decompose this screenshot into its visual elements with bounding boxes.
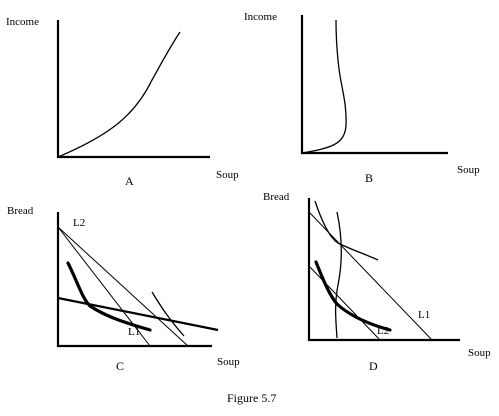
panel-a-xlabel: Soup bbox=[216, 169, 239, 181]
panel-d-ylabel: Bread bbox=[263, 191, 290, 203]
panel-d-indifference-curve-2 bbox=[314, 200, 379, 261]
panel-c-ylabel: Bread bbox=[7, 205, 34, 217]
panel-a-axes bbox=[56, 20, 210, 159]
panel-d: Bread L2 L1 Soup D bbox=[263, 191, 491, 373]
panel-d-axes bbox=[307, 198, 460, 342]
panel-a: Income Soup A bbox=[6, 16, 239, 188]
panel-b-xlabel: Soup bbox=[457, 164, 480, 176]
panel-d-indifference-curve-1 bbox=[314, 260, 392, 332]
panel-d-letter: D bbox=[369, 359, 378, 373]
panel-b-letter: B bbox=[365, 171, 373, 185]
panel-b: Income Soup B bbox=[244, 11, 480, 185]
panel-a-income-curve bbox=[57, 31, 181, 158]
panel-b-ylabel: Income bbox=[244, 11, 277, 23]
panel-d-label-l2: L2 bbox=[377, 325, 389, 337]
panel-c-price-consumption-line bbox=[57, 296, 219, 332]
panel-d-xlabel: Soup bbox=[468, 347, 491, 359]
panel-c-budget-line-l2 bbox=[57, 226, 189, 347]
panel-d-budget-line-l2 bbox=[308, 265, 381, 341]
panel-c-letter: C bbox=[116, 359, 124, 373]
figure-caption: Figure 5.7 bbox=[227, 391, 276, 405]
panel-c: Bread L2 L1 Soup C bbox=[7, 205, 240, 373]
panel-d-price-consumption-curve bbox=[334, 211, 342, 339]
panel-c-indifference-curve-2 bbox=[151, 291, 185, 337]
panel-c-label-l1: L1 bbox=[128, 326, 140, 338]
panel-a-ylabel: Income bbox=[6, 16, 39, 28]
panel-d-label-l1: L1 bbox=[418, 309, 430, 321]
panel-b-axes bbox=[300, 15, 448, 155]
panel-c-label-l2: L2 bbox=[73, 217, 85, 229]
panel-c-axes bbox=[56, 212, 212, 348]
panel-b-income-curve bbox=[301, 19, 347, 154]
panel-c-xlabel: Soup bbox=[217, 356, 240, 368]
panel-a-letter: A bbox=[125, 174, 134, 188]
panel-c-indifference-curve-1 bbox=[66, 261, 152, 332]
